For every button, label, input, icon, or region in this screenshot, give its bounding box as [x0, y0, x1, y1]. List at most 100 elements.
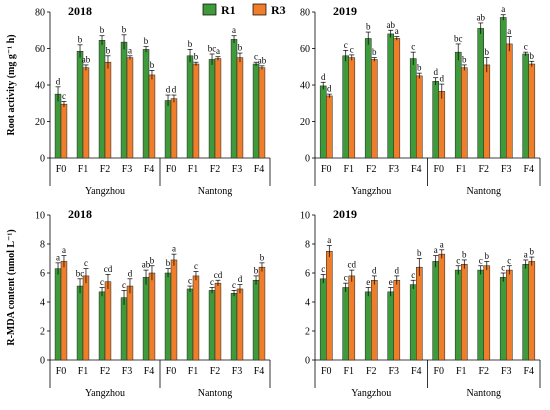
significance-label: a: [232, 25, 236, 35]
y-tick-label: 0: [40, 356, 45, 367]
bar-r3: [60, 261, 68, 361]
x-tick-label: F0: [433, 164, 444, 175]
bar-r3: [126, 57, 134, 159]
bar-r1: [252, 280, 260, 361]
significance-label: b: [366, 22, 371, 32]
x-tick-label: F1: [78, 366, 89, 377]
bar-r1: [477, 269, 484, 361]
bar-r1: [164, 100, 172, 159]
x-tick-label: F2: [100, 164, 111, 175]
bar-r1: [522, 264, 529, 361]
bar-r3: [82, 67, 90, 159]
bar-r1: [499, 277, 507, 361]
y-tick-label: 0: [305, 356, 310, 367]
significance-label: b: [166, 258, 171, 268]
significance-label: b: [106, 45, 111, 55]
significance-label: a: [56, 252, 60, 262]
bar-r1: [342, 287, 349, 361]
significance-label: a: [216, 46, 220, 56]
bar-r3: [82, 275, 90, 361]
y-tick-label: 20: [35, 117, 45, 128]
chart-mda-2018: 0 2 4 6 8 10 F0 F1 F2 F3 F4 F0 F1 F2 F3 F4 Yangzhou Nanto…: [6, 207, 271, 399]
y-tick-label: 80: [300, 8, 310, 19]
significance-label: c: [344, 273, 348, 283]
significance-label: b: [78, 34, 83, 44]
y-tick-label: 2: [305, 327, 310, 338]
x-tick-label: F1: [343, 164, 354, 175]
bar-r3: [170, 259, 178, 361]
significance-label: b: [260, 252, 265, 262]
bar-r3: [393, 280, 401, 361]
significance-label: c: [411, 42, 415, 52]
significance-label: ab: [476, 12, 485, 22]
y-tick-label: 8: [40, 240, 45, 251]
x-tick-label: F3: [122, 366, 133, 377]
legend-label-r1: R1: [221, 3, 236, 17]
bar-r1: [98, 291, 106, 361]
significance-label: c: [254, 52, 258, 62]
significance-label: cd: [104, 264, 113, 274]
significance-label: a: [507, 26, 511, 36]
significance-label: d: [433, 67, 438, 77]
x-tick-label: F3: [232, 366, 243, 377]
significance-label: b: [122, 24, 127, 34]
y-tick-label: 6: [40, 269, 45, 280]
significance-label: c: [321, 264, 325, 274]
bar-r3: [258, 67, 266, 159]
group-label: Yangzhou: [85, 388, 125, 399]
panel-year-label: 2019: [333, 4, 357, 18]
bar-r1: [208, 290, 216, 361]
x-tick-label: F1: [188, 366, 199, 377]
significance-label: b: [530, 247, 535, 257]
significance-label: ab: [258, 55, 267, 65]
significance-label: c: [84, 258, 88, 268]
significance-label: b: [485, 251, 490, 261]
bar-r1: [142, 277, 150, 361]
significance-label: b: [144, 36, 149, 46]
significance-label: a: [62, 245, 66, 255]
x-tick-label: F0: [321, 164, 332, 175]
bar-r1: [454, 269, 462, 361]
significance-label: a: [395, 26, 399, 36]
significance-label: e: [366, 277, 370, 287]
significance-label: c: [232, 280, 236, 290]
bar-r3: [483, 64, 491, 159]
bar-r1: [364, 291, 372, 361]
panel-year-label: 2019: [333, 207, 357, 221]
significance-label: ab: [386, 20, 395, 30]
x-tick-label: F2: [366, 164, 377, 175]
significance-label: c: [411, 270, 415, 280]
bar-r1: [252, 63, 260, 159]
significance-label: b: [462, 54, 467, 64]
significance-label: d: [395, 265, 400, 275]
bar-r1: [142, 49, 150, 159]
bar-r1: [522, 53, 529, 159]
x-tick-label: F1: [188, 164, 199, 175]
y-tick-label: 2: [40, 327, 45, 338]
significance-label: d: [128, 268, 133, 278]
significance-label: c: [456, 255, 460, 265]
significance-label: d: [166, 85, 171, 95]
significance-label: b: [194, 52, 199, 62]
bar-r3: [60, 103, 68, 159]
bar-r1: [432, 261, 439, 361]
y-tick-label: 40: [35, 81, 45, 92]
bar-r3: [258, 266, 266, 361]
significance-label: c: [524, 42, 528, 52]
bar-r3: [104, 61, 112, 159]
y-tick-label: 20: [300, 117, 310, 128]
significance-label: b: [417, 248, 422, 258]
significance-label: b: [462, 249, 467, 259]
x-tick-label: F0: [321, 366, 332, 377]
y-tick-label: 0: [305, 154, 310, 165]
y-axis-title: R-MDA content (nmol L⁻¹): [6, 229, 17, 345]
bar-r1: [364, 38, 372, 159]
significance-label: b: [150, 60, 155, 70]
significance-label: b: [372, 47, 377, 57]
significance-label: d: [321, 72, 326, 82]
x-tick-label: F3: [501, 164, 512, 175]
legend: R1 R3: [202, 3, 286, 17]
bar-r1: [186, 288, 194, 361]
significance-label: d: [440, 74, 445, 84]
chart-mda-2019: 0 2 4 6 8 10 F0 F1 F2 F3 F4 F0 F1 F2 F3 F4 Yangzhou Nanto…: [300, 207, 541, 399]
